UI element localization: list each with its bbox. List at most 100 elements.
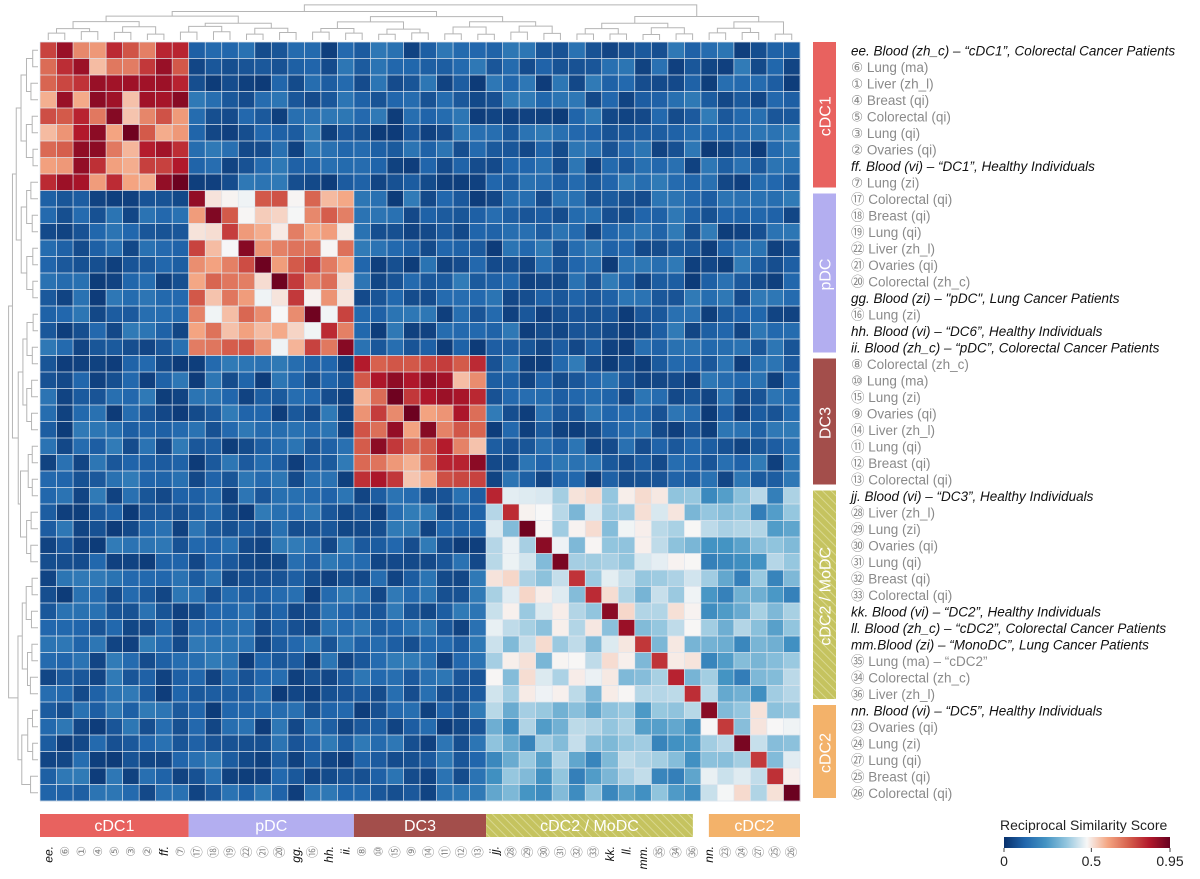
heatmap-cell (73, 438, 90, 455)
heatmap-cell (568, 190, 586, 208)
heatmap-cell (386, 471, 404, 488)
heatmap-cell (585, 157, 603, 175)
heatmap-cell (56, 586, 74, 604)
heatmap-cell (106, 322, 123, 340)
heatmap-cell (436, 355, 454, 373)
heatmap-cell (750, 289, 768, 307)
heatmap-cell (221, 388, 239, 406)
heatmap-cell (271, 174, 289, 191)
heatmap-cell (486, 405, 503, 422)
heatmap-cell (56, 504, 74, 521)
heatmap-cell (486, 58, 503, 76)
column-label: gg. (289, 846, 303, 863)
heatmap-cell (634, 702, 652, 719)
heatmap-cell (221, 174, 239, 191)
heatmap-cell (568, 405, 586, 422)
heatmap-cell (238, 652, 256, 670)
heatmap-cell (618, 405, 636, 422)
heatmap-cell (486, 372, 503, 389)
heatmap-cell (634, 124, 652, 142)
heatmap-cell (370, 586, 388, 604)
heatmap-cell (40, 42, 57, 59)
heatmap-cell (733, 75, 751, 92)
heatmap-cell (684, 768, 702, 785)
heatmap-cell (733, 108, 751, 125)
heatmap-cell (436, 372, 454, 389)
row-label: ㉟ Lung (ma) – “cDC2” (851, 654, 988, 669)
heatmap-cell (271, 306, 289, 323)
heatmap-cell (750, 718, 768, 736)
heatmap-cell (370, 124, 388, 142)
dendrogram-branch (31, 115, 38, 134)
heatmap-cell (139, 520, 156, 538)
heatmap-cell (40, 124, 57, 142)
heatmap-cell (568, 223, 586, 241)
heatmap-cell (320, 141, 338, 158)
heatmap-cell (651, 405, 669, 422)
heatmap-cell (89, 586, 107, 604)
heatmap-cell (535, 768, 553, 785)
heatmap-cell (651, 42, 669, 59)
heatmap-cell (271, 603, 289, 620)
column-group-label: cDC1 (94, 818, 134, 835)
heatmap-cell (155, 685, 173, 703)
heatmap-cell (337, 438, 355, 455)
heatmap-cell (238, 751, 256, 769)
heatmap-cell (221, 718, 239, 736)
heatmap-cell (155, 174, 173, 191)
heatmap-cell (651, 603, 669, 620)
heatmap-cell (172, 223, 189, 241)
heatmap-cell (486, 504, 503, 521)
heatmap-cell (188, 388, 206, 406)
heatmap-cell (684, 784, 702, 802)
heatmap-cell (271, 487, 289, 505)
heatmap-cell (453, 355, 470, 373)
heatmap-cell (106, 58, 123, 76)
heatmap-cell (552, 718, 569, 736)
heatmap-cell (618, 372, 636, 389)
dendrogram-branch (32, 49, 38, 68)
dendrogram-branch (8, 305, 18, 699)
heatmap-cell (403, 454, 421, 472)
heatmap-cell (353, 784, 371, 802)
heatmap-cell (337, 207, 355, 224)
heatmap-cell (700, 207, 718, 224)
heatmap-cell (353, 141, 371, 158)
column-label: ⑫ (454, 846, 468, 858)
heatmap-cell (469, 454, 487, 472)
heatmap-cell (370, 669, 388, 686)
column-label: ㉓ (719, 846, 733, 858)
heatmap-cell (717, 108, 735, 125)
heatmap-cell (304, 570, 322, 587)
heatmap-cell (254, 735, 272, 752)
heatmap-cell (89, 372, 107, 389)
heatmap-cell (618, 669, 636, 686)
heatmap-cell (205, 669, 223, 686)
heatmap-cell (89, 124, 107, 142)
heatmap-cell (766, 405, 784, 422)
heatmap-cell (205, 438, 223, 455)
heatmap-cell (73, 768, 90, 785)
heatmap-cell (155, 372, 173, 389)
dendrogram-branch (369, 16, 504, 22)
heatmap-cell (618, 570, 636, 587)
dendrogram-branch (774, 33, 793, 40)
heatmap-cell (420, 174, 437, 191)
heatmap-cell (304, 240, 322, 257)
heatmap-cell (221, 273, 239, 290)
heatmap-cell (766, 669, 784, 686)
heatmap-cell (320, 174, 338, 191)
heatmap-cell (601, 58, 619, 76)
heatmap-cell (238, 157, 256, 175)
heatmap-cell (106, 223, 123, 241)
heatmap-cell (73, 454, 90, 472)
row-label: ⑥ Lung (ma) (851, 60, 928, 75)
heatmap-cell (221, 58, 239, 76)
heatmap-cell (205, 735, 223, 752)
heatmap-cell (651, 75, 669, 92)
heatmap-cell (287, 471, 305, 488)
heatmap-cell (370, 306, 388, 323)
heatmap-cell (783, 768, 801, 785)
heatmap-cell (469, 685, 487, 703)
heatmap-cell (733, 256, 751, 274)
